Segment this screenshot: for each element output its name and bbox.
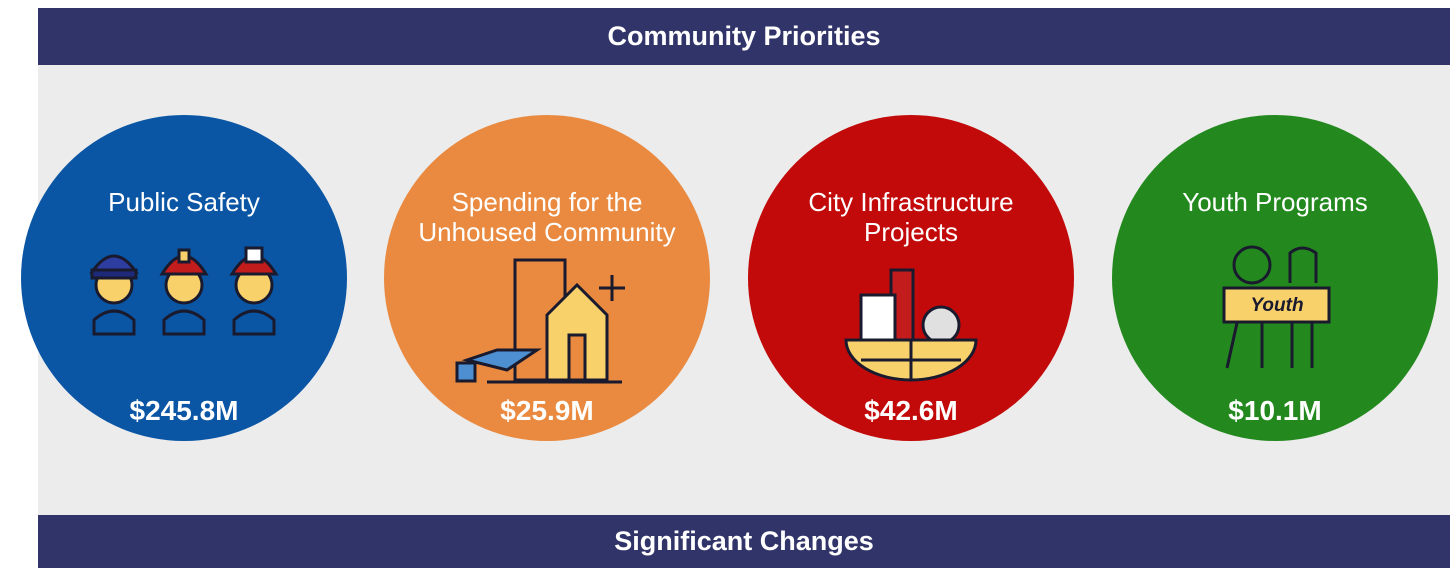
priority-amount: $245.8M: [21, 395, 347, 427]
page: {"header": {"title": "Community Prioriti…: [0, 0, 1450, 568]
infrastructure-icon: [841, 260, 1041, 385]
priority-label: Spending for the Unhoused Community: [407, 187, 687, 247]
priority-amount: $10.1M: [1112, 395, 1438, 427]
safety-icon: [84, 240, 284, 350]
priority-circle: Youth Programs Youth $10.1M: [1112, 115, 1438, 441]
priority-label: Youth Programs: [1135, 187, 1415, 217]
header-title: Community Priorities: [607, 21, 880, 52]
priority-label: Public Safety: [44, 187, 324, 217]
footer-bar: Significant Changes: [38, 515, 1450, 568]
housing-icon: [447, 255, 647, 395]
priority-label: City Infrastructure Projects: [771, 187, 1051, 247]
priority-circle: City Infrastructure Projects $42.6M: [748, 115, 1074, 441]
youth-icon: Youth: [1222, 243, 1422, 373]
priority-circle: Spending for the Unhoused Community $25.…: [384, 115, 710, 441]
header-bar: Community Priorities: [38, 8, 1450, 65]
priority-circle: Public Safety $245.8M: [21, 115, 347, 441]
icon-text: Youth: [1250, 295, 1303, 316]
priority-amount: $25.9M: [384, 395, 710, 427]
footer-title: Significant Changes: [614, 526, 874, 557]
priority-amount: $42.6M: [748, 395, 1074, 427]
